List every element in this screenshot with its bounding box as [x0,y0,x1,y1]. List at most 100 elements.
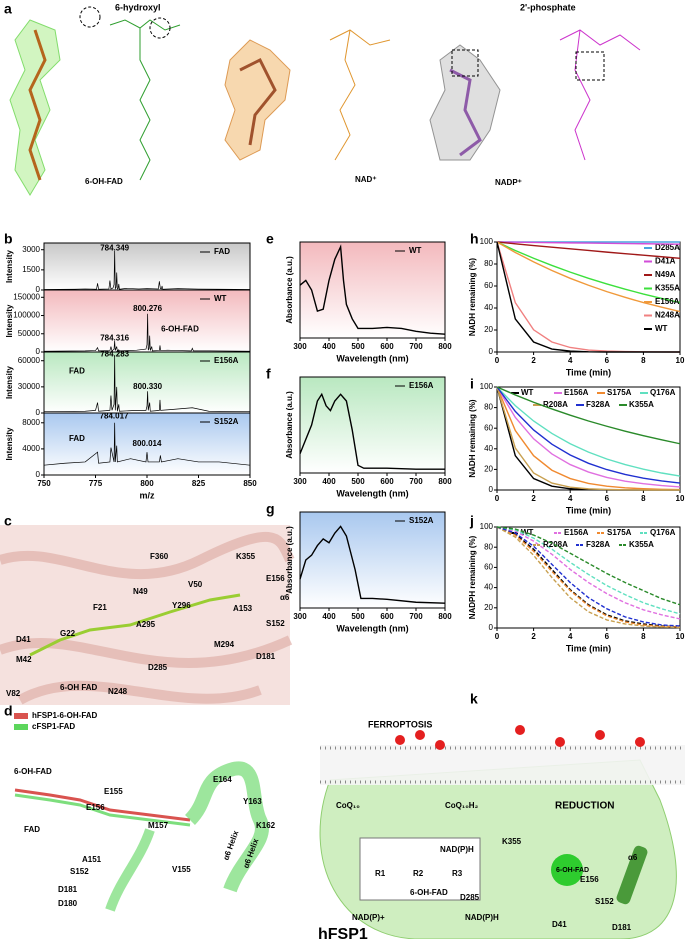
x-tick-label: 700 [409,612,423,621]
residue-label: A151 [82,855,102,864]
legend-label: K355A [629,540,654,549]
residue-label: K355 [236,552,256,561]
series-line [496,386,681,491]
y-tick-label: 8000 [22,418,40,427]
legend-swatch [14,724,28,730]
x-tick-label: 800 [140,479,154,488]
y-axis-label: NADH remaining (%) [468,399,477,478]
y-axis-label: Intensity [5,304,14,337]
panel-label: b [4,231,13,247]
y-axis-label: Intensity [5,427,14,460]
residue-label: M42 [16,655,32,664]
x-tick-label: 8 [641,494,646,503]
x-tick-label: 2 [531,356,536,365]
legend-label: WT [409,246,422,255]
residue-label: K162 [256,821,276,830]
series-line [496,241,680,353]
x-tick-label: 300 [293,342,307,351]
series-line [43,313,251,352]
x-tick-label: 10 [676,632,685,641]
panel-label: e [266,231,274,247]
structure-label: NADP⁺ [495,178,522,187]
residue-label: E156 [86,803,105,812]
residue-label: A153 [233,604,253,613]
series-line [496,386,681,477]
residue-label: E164 [213,775,232,784]
residue-label: Y296 [172,601,191,610]
x-tick-label: 800 [438,477,452,486]
annotation: 6-OH-FAD [161,324,199,333]
residue-label: E155 [104,787,123,796]
residue-label: N248 [108,687,128,696]
series-line [496,526,681,627]
x-tick-label: 2 [531,632,536,641]
series-line [496,526,681,606]
y-tick-label: 0 [489,485,494,494]
plot-background [44,413,250,475]
diagram-label: FERROPTOSIS [368,719,432,729]
x-axis-label: Wavelength (nm) [336,353,408,363]
diagram-label: CoQ₁₀ [336,801,360,810]
y-tick-label: 0 [36,408,41,417]
diagram-k [319,725,685,939]
diagram-label: K355 [502,837,522,846]
x-tick-label: 0 [495,494,500,503]
diagram-label: CoQ₁₀H₂ [445,801,479,810]
y-tick-label: 60000 [18,356,41,365]
legend-label: E156A [564,388,589,397]
x-tick-label: 600 [380,612,394,621]
residue-label: A295 [136,620,156,629]
y-tick-label: 100 [480,382,494,391]
y-tick-label: 20 [484,603,493,612]
legend-label: E156A [409,381,434,390]
diagram-label: hFSP1 [318,926,368,939]
legend-label: Q176A [650,388,676,397]
legend-label: S175A [607,388,632,397]
x-axis-label: Time (min) [566,643,611,653]
legend-label: E156A [655,297,680,306]
y-tick-label: 80 [484,542,493,551]
y-axis-label: Intensity [5,250,14,283]
y-tick-label: 0 [36,285,41,294]
series-line [496,241,681,353]
y-tick-label: 50000 [18,329,41,338]
y-tick-label: 20 [484,325,493,334]
plot-frame [496,241,681,353]
residue-label: V82 [6,689,21,698]
annotation: FAD [69,366,85,375]
residue-label: S152 [266,619,285,628]
diagram-label: E156 [580,875,599,884]
y-axis-label: Intensity [5,366,14,399]
x-tick-label: 400 [322,477,336,486]
legend-label: S175A [607,528,632,537]
y-axis-label: Absorbance (a.u.) [285,526,294,594]
legend-label: K355A [655,284,680,293]
annotation: 784.316 [100,333,129,342]
x-tick-label: 0 [495,356,500,365]
legend-label: WT [214,294,227,303]
legend-label: R208A [543,400,568,409]
x-tick-label: 500 [351,612,365,621]
series-line [496,386,680,491]
y-tick-label: 60 [484,281,493,290]
x-tick-label: 4 [568,494,573,503]
y-tick-label: 40 [484,303,493,312]
series-line [496,526,681,615]
legend-label: N248A [655,311,680,320]
residue-label: α6 [280,593,290,602]
panel-label: i [470,376,474,392]
x-tick-label: 6 [605,356,610,365]
structure-label: 6-OH-FAD [85,177,123,186]
y-tick-label: 100 [480,522,494,531]
annotation: 800.330 [133,382,162,391]
x-tick-label: 400 [322,342,336,351]
annotation: 784.017 [100,411,129,420]
structure-label: NAD⁺ [355,175,377,184]
series-line [496,526,681,620]
y-axis-label: NADPH remaining (%) [468,535,477,619]
y-tick-label: 4000 [22,444,40,453]
legend-label: F328A [586,400,610,409]
x-tick-label: 800 [438,612,452,621]
x-tick-label: 400 [322,612,336,621]
annotation: 784.283 [100,350,129,359]
